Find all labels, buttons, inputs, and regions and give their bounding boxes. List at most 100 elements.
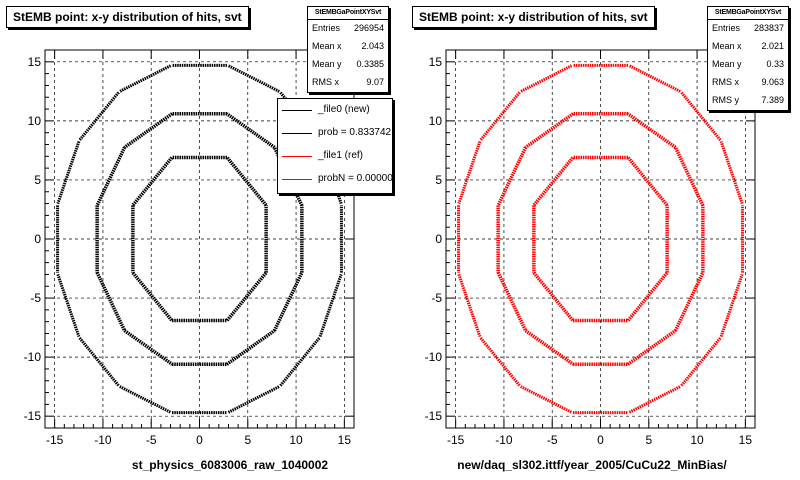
right-stats-box: StEMBGaPointXYSvt Entries 283837 Mean x … bbox=[707, 6, 789, 111]
legend-label: probN = 0.000000 bbox=[318, 173, 393, 184]
legend-swatch bbox=[282, 179, 312, 180]
x-tick-label: 5 bbox=[244, 433, 251, 447]
left-stats-row: Mean y 0.3385 bbox=[308, 56, 388, 74]
ladder-hits-layer3 bbox=[457, 140, 482, 205]
legend-entry: probN = 0.000000 bbox=[278, 168, 392, 191]
legend-swatch bbox=[282, 110, 312, 111]
x-tick-label: -10 bbox=[94, 433, 112, 447]
left-stats-label: RMS x bbox=[312, 77, 339, 87]
ladder-hits-layer2 bbox=[496, 146, 528, 207]
ladder-hits-layer3 bbox=[479, 337, 521, 387]
x-tick-label: -5 bbox=[547, 433, 558, 447]
legend-label: prob = 0.833742 bbox=[318, 127, 392, 138]
ladder-hits-layer1 bbox=[626, 156, 669, 207]
right-stats-value: 0.33 bbox=[766, 59, 784, 69]
ladder-hits-layer2 bbox=[626, 329, 677, 366]
y-tick-label: -10 bbox=[24, 350, 42, 364]
right-stats-label: RMS x bbox=[712, 77, 739, 87]
ladder-hits-layer3 bbox=[457, 273, 482, 338]
ladder-hits-layer3 bbox=[680, 337, 722, 387]
right-chart-title: StEMB point: x-y distribution of hits, s… bbox=[412, 6, 655, 28]
ladder-hits-layer2 bbox=[225, 112, 276, 149]
ladder-hits-layer3 bbox=[680, 91, 722, 141]
right-stats-row: RMS y 7.389 bbox=[708, 92, 788, 110]
left-stats-value: 296954 bbox=[353, 23, 384, 33]
ladder-hits-layer2 bbox=[123, 329, 174, 366]
ladder-hits-layer1 bbox=[131, 271, 174, 322]
ladder-hits-layer2 bbox=[673, 146, 705, 207]
legend-swatch bbox=[282, 133, 312, 134]
ladder-hits-layer1 bbox=[626, 271, 669, 322]
y-tick-label: -10 bbox=[425, 350, 443, 364]
ladder-hits-layer2 bbox=[524, 329, 575, 366]
x-tick-label: 10 bbox=[289, 433, 303, 447]
ladder-hits-layer3 bbox=[227, 385, 280, 414]
x-axis-label: st_physics_6083006_raw_1040002 bbox=[132, 458, 328, 472]
legend-entry: _file0 (new) bbox=[278, 99, 392, 122]
right-stats-label: RMS y bbox=[712, 95, 739, 105]
left-stats-value: 2.043 bbox=[361, 41, 384, 51]
legend-label: _file1 (ref) bbox=[318, 150, 364, 161]
x-tick-label: 0 bbox=[196, 433, 203, 447]
ladder-hits-layer3 bbox=[520, 385, 573, 414]
x-tick-label: 15 bbox=[338, 433, 352, 447]
y-tick-label: 10 bbox=[28, 114, 42, 128]
ladder-hits-layer2 bbox=[524, 112, 575, 149]
ladder-hits-layer3 bbox=[227, 64, 280, 93]
ladder-hits-layer3 bbox=[279, 337, 321, 387]
right-stats-value: 2.021 bbox=[761, 41, 784, 51]
ladder-hits-layer3 bbox=[78, 91, 120, 141]
right-stats-row: Mean x 2.021 bbox=[708, 38, 788, 56]
x-tick-label: 0 bbox=[597, 433, 604, 447]
y-tick-label: -15 bbox=[425, 409, 443, 423]
x-tick-label: -5 bbox=[146, 433, 157, 447]
left-stats-box: StEMBGaPointXYSvt Entries 296954 Mean x … bbox=[307, 6, 389, 93]
hits-group bbox=[457, 63, 744, 415]
x-tick-label: 15 bbox=[739, 433, 753, 447]
legend-entry: prob = 0.833742 bbox=[278, 122, 392, 145]
ladder-hits-layer3 bbox=[56, 273, 81, 338]
left-stats-label: Entries bbox=[312, 23, 341, 33]
right-stats-row: Mean y 0.33 bbox=[708, 56, 788, 74]
right-stats-row: RMS x 9.063 bbox=[708, 74, 788, 92]
y-tick-label: 5 bbox=[435, 173, 442, 187]
y-tick-label: 0 bbox=[435, 232, 442, 246]
ladder-hits-layer1 bbox=[131, 156, 174, 207]
left-stats-row: Entries 296954 bbox=[308, 20, 388, 38]
x-tick-label: 10 bbox=[690, 433, 704, 447]
ladder-hits-layer2 bbox=[95, 271, 127, 332]
right-stats-value: 7.389 bbox=[761, 95, 784, 105]
right-chart-panel: -15 -10 -5 0 5 10 15 -15 -10 -5 0 5 10 15 new/daq_sl30… bbox=[400, 0, 800, 480]
y-tick-label: 0 bbox=[34, 232, 41, 246]
y-tick-label: 5 bbox=[34, 173, 41, 187]
left-stats-value: 9.07 bbox=[366, 77, 384, 87]
ladder-hits-layer3 bbox=[628, 64, 681, 93]
left-chart-panel: -15 -10 -5 0 5 10 15 -15 -10 -5 0 5 10 15 st_physics_6… bbox=[6, 6, 393, 472]
ladder-hits-layer2 bbox=[123, 112, 174, 149]
legend-entry: _file1 (ref) bbox=[278, 145, 392, 168]
y-tick-label: 10 bbox=[429, 114, 443, 128]
y-tick-label: -5 bbox=[30, 291, 41, 305]
right-stats-row: Entries 283837 bbox=[708, 20, 788, 38]
ladder-hits-layer2 bbox=[225, 329, 276, 366]
right-stats-header: StEMBGaPointXYSvt bbox=[708, 7, 788, 20]
ladder-hits-layer1 bbox=[532, 156, 575, 207]
ladder-hits-layer3 bbox=[78, 337, 120, 387]
x-tick-label: -15 bbox=[46, 433, 64, 447]
x-tick-label: 5 bbox=[645, 433, 652, 447]
legend-swatch bbox=[282, 156, 312, 157]
left-stats-header: StEMBGaPointXYSvt bbox=[308, 7, 388, 20]
left-chart-title: StEMB point: x-y distribution of hits, s… bbox=[6, 6, 249, 28]
ladder-hits-layer3 bbox=[520, 64, 573, 93]
hits-group bbox=[56, 63, 343, 415]
left-stats-label: Mean y bbox=[312, 59, 342, 69]
legend-box: _file0 (new) prob = 0.833742 _file1 (ref… bbox=[277, 98, 393, 194]
y-tick-label: -15 bbox=[24, 409, 42, 423]
ladder-hits-layer3 bbox=[119, 385, 172, 414]
ladder-hits-layer3 bbox=[719, 273, 744, 338]
x-tick-label: -10 bbox=[495, 433, 513, 447]
x-tick-label: -15 bbox=[447, 433, 465, 447]
ladder-hits-layer2 bbox=[673, 271, 705, 332]
ladder-hits-layer2 bbox=[272, 271, 304, 332]
ladder-hits-layer2 bbox=[626, 112, 677, 149]
